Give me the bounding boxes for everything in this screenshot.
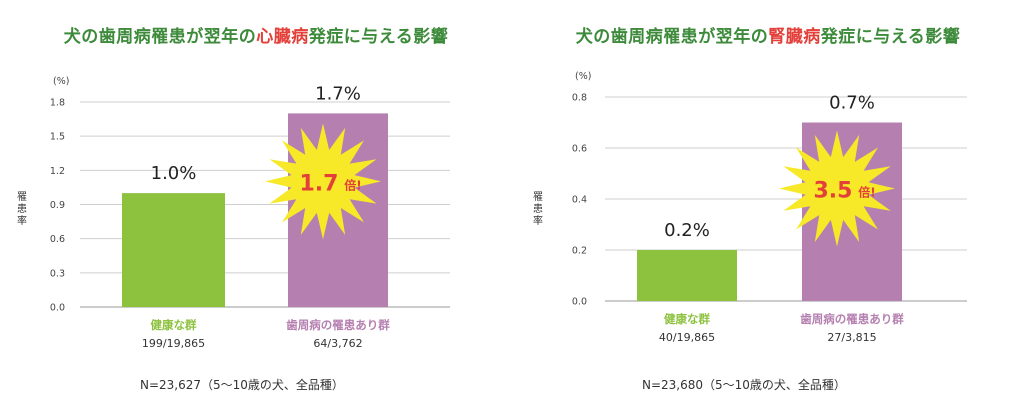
bar-chart-heart: 0.0 0.3 0.6 0.9 1.2 1.5 1.8 (%) 罹患率 1.0% 健康な群 199/1… bbox=[17, 76, 450, 392]
title-prefix: 犬の歯周病罹患が翌年の bbox=[63, 27, 257, 47]
y-tick-label: 0.0 bbox=[572, 297, 587, 308]
y-tick-label: 0.8 bbox=[572, 93, 587, 104]
title-suffix: 発症に与える影響 bbox=[308, 27, 449, 47]
y-tick-label: 1.5 bbox=[50, 132, 65, 143]
bar-healthy bbox=[637, 250, 737, 301]
ratio-label: 3.5 bbox=[814, 179, 853, 204]
bar-chart-kidney: 0.0 0.2 0.4 0.6 0.8 (%) 罹患率 0.2% 健康な群 40/19,865 0.… bbox=[533, 71, 967, 392]
category-label: 健康な群 bbox=[151, 318, 197, 332]
category-label: 歯周病の罹患あり群 bbox=[800, 312, 904, 326]
title-prefix: 犬の歯周病罹患が翌年の bbox=[575, 27, 769, 47]
count-label: 64/3,762 bbox=[313, 337, 362, 350]
title-highlight: 腎臓病 bbox=[768, 27, 821, 47]
y-tick-label: 0.9 bbox=[50, 200, 65, 211]
bar-value-label: 1.7% bbox=[315, 83, 361, 104]
y-tick-label: 1.8 bbox=[50, 98, 65, 109]
bar-value-label: 0.2% bbox=[664, 220, 710, 241]
y-axis-label: 罹患率 bbox=[533, 191, 543, 227]
sample-note: N=23,627（5〜10歳の犬、全品種） bbox=[140, 377, 344, 392]
ratio-label: 1.7 bbox=[300, 171, 339, 196]
y-tick-label: 0.2 bbox=[572, 246, 587, 257]
y-unit-label: (%) bbox=[53, 76, 69, 87]
y-tick-label: 0.4 bbox=[572, 195, 587, 206]
y-unit-label: (%) bbox=[575, 71, 591, 82]
title-suffix: 発症に与える影響 bbox=[820, 27, 961, 47]
ratio-suffix: 倍! bbox=[344, 177, 361, 192]
y-tick-label: 0.6 bbox=[50, 234, 65, 245]
chart-panel-kidney: 犬の歯周病罹患が翌年の腎臓病発症に与える影響 0.0 0.2 0.4 0.6 0.8 (%… bbox=[512, 0, 1024, 407]
sample-note: N=23,680（5〜10歳の犬、全品種） bbox=[642, 377, 846, 392]
y-tick-label: 0.0 bbox=[50, 303, 65, 314]
count-label: 199/19,865 bbox=[142, 337, 205, 350]
bar-healthy bbox=[122, 193, 225, 307]
y-axis-label: 罹患率 bbox=[17, 191, 27, 227]
starburst-badge bbox=[779, 130, 895, 247]
category-label: 健康な群 bbox=[664, 312, 710, 326]
category-label: 歯周病の罹患あり群 bbox=[286, 318, 390, 332]
ratio-suffix: 倍! bbox=[858, 185, 875, 200]
title-highlight: 心臓病 bbox=[256, 27, 309, 47]
bar-value-label: 0.7% bbox=[829, 93, 875, 114]
y-tick-label: 0.6 bbox=[572, 144, 587, 155]
y-tick-label: 1.2 bbox=[50, 166, 65, 177]
count-label: 27/3,815 bbox=[827, 331, 876, 344]
count-label: 40/19,865 bbox=[659, 331, 715, 344]
bar-value-label: 1.0% bbox=[151, 163, 197, 184]
y-tick-label: 0.3 bbox=[50, 268, 65, 279]
starburst-badge bbox=[265, 123, 381, 240]
chart-title: 犬の歯周病罹患が翌年の腎臓病発症に与える影響 bbox=[512, 22, 1024, 47]
chart-panel-heart: 犬の歯周病罹患が翌年の心臓病発症に与える影響 0.0 0.3 0.6 0.9 1.2 1.… bbox=[0, 22, 512, 392]
chart-title: 犬の歯周病罹患が翌年の心臓病発症に与える影響 bbox=[0, 22, 512, 47]
